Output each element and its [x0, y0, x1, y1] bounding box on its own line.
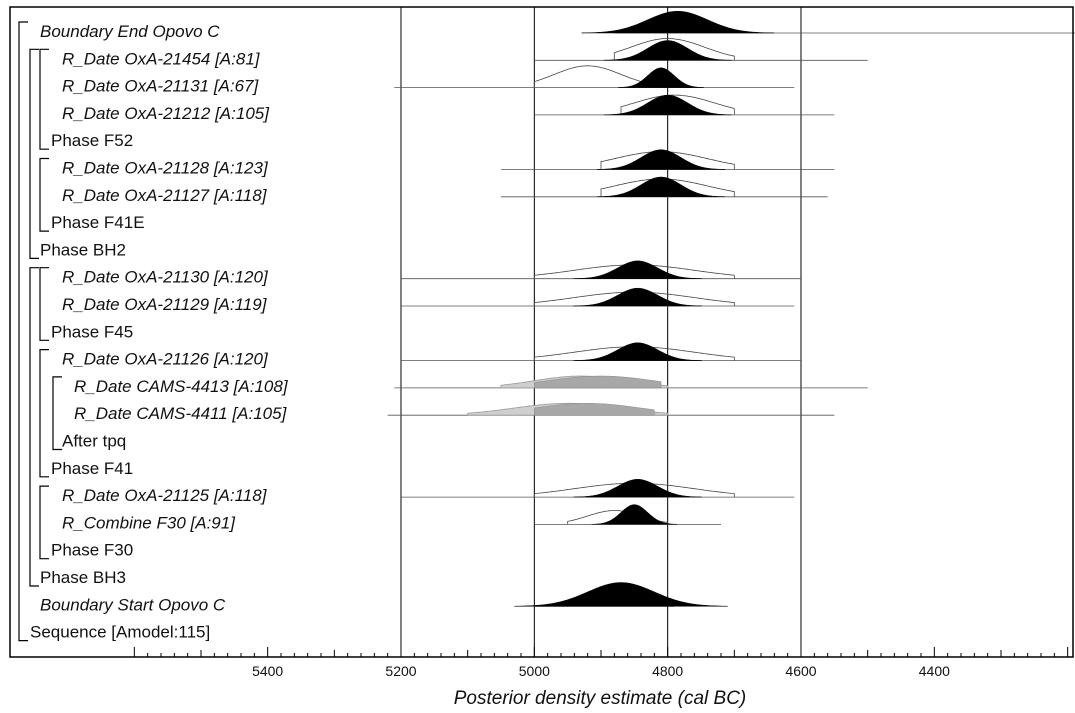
x-axis: Posterior density estimate (cal BC) 5400… [133, 647, 1069, 709]
tick-label-5000: 5000 [519, 663, 550, 679]
row-label-r-date-oxa-21129-a-119-: R_Date OxA-21129 [A:119] [62, 295, 268, 314]
row-label-r-date-oxa-21128-a-123-: R_Date OxA-21128 [A:123] [62, 159, 269, 178]
row-label-r-date-oxa-21126-a-120-: R_Date OxA-21126 [A:120] [62, 350, 269, 369]
row-label-phase-bh3: Phase BH3 [40, 568, 126, 587]
gridlines [400, 7, 802, 657]
bracket-0 [18, 21, 28, 642]
row-label-phase-f52: Phase F52 [51, 131, 133, 150]
bracket-2 [39, 48, 49, 150]
tick-label-4800: 4800 [652, 663, 683, 679]
hierarchy-brackets [18, 21, 62, 642]
plot-frame [9, 6, 1074, 658]
bracket-5 [39, 267, 49, 341]
bracket-8 [39, 485, 49, 560]
bracket-6 [39, 349, 49, 478]
row-label-boundary-end-opovo-c: Boundary End Opovo C [40, 22, 220, 41]
row-label-r-date-cams-4413-a-108-: R_Date CAMS-4413 [A:108] [74, 377, 289, 396]
posterior-density-boundary-start-opovo-c [513, 582, 729, 607]
row-label-r-date-oxa-21127-a-118-: R_Date OxA-21127 [A:118] [62, 186, 268, 205]
row-label-r-date-oxa-21125-a-118-: R_Date OxA-21125 [A:118] [62, 486, 268, 505]
row-label-sequence-amodel-115-: Sequence [Amodel:115] [30, 623, 210, 642]
posterior-density-r-date-oxa-21125-a-118- [573, 479, 703, 498]
tick-label-4400: 4400 [919, 663, 950, 679]
row-label-r-date-oxa-21130-a-120-: R_Date OxA-21130 [A:120] [62, 268, 269, 287]
row-label-r-date-oxa-21212-a-105-: R_Date OxA-21212 [A:105] [62, 104, 270, 123]
prior-density-r-date-oxa-21454-a-81- [613, 38, 735, 61]
posterior-density-r-date-oxa-21126-a-120- [573, 342, 703, 361]
posterior-density-r-date-oxa-21131-a-67- [617, 67, 705, 88]
posterior-density-r-date-oxa-21454-a-81- [603, 40, 733, 61]
row-label-phase-f30: Phase F30 [51, 541, 133, 560]
row-labels: Boundary End Opovo C R_Date OxA-21454 [A:… [30, 22, 289, 642]
bracket-7 [52, 376, 62, 451]
bracket-3 [39, 157, 49, 232]
prior-density-r-date-oxa-21212-a-105- [620, 94, 735, 115]
row-label-after-tpq: After tpq [62, 432, 126, 451]
bracket-1 [29, 48, 39, 259]
posterior-density-r-date-oxa-21212-a-105- [603, 94, 733, 116]
row-label-boundary-start-opovo-c: Boundary Start Opovo C [40, 595, 226, 614]
posterior-density-r-date-oxa-21129-a-119- [573, 287, 703, 307]
density-plots [387, 10, 1075, 607]
posterior-density-r-combine-f30-a-91- [591, 504, 678, 525]
bracket-4 [29, 267, 39, 587]
row-label-phase-f41e: Phase F41E [51, 213, 145, 232]
row-label-phase-f45: Phase F45 [51, 322, 133, 341]
posterior-density-r-date-cams-4413-a-108- [534, 375, 662, 389]
row-label-r-date-oxa-21131-a-67-: R_Date OxA-21131 [A:67] [62, 77, 260, 96]
x-axis-title: Posterior density estimate (cal BC) [454, 688, 747, 709]
posterior-density-r-date-oxa-21127-a-118- [596, 176, 726, 198]
posterior-density-boundary-end-opovo-c [581, 10, 775, 34]
row-label-phase-f41: Phase F41 [51, 459, 133, 478]
tick-label-5400: 5400 [252, 663, 283, 679]
row-label-phase-bh2: Phase BH2 [40, 240, 126, 259]
tick-label-5200: 5200 [385, 663, 416, 679]
row-label-r-date-cams-4411-a-105-: R_Date CAMS-4411 [A:105] [74, 404, 288, 423]
tick-label-4600: 4600 [785, 663, 816, 679]
row-label-r-date-oxa-21454-a-81-: R_Date OxA-21454 [A:81] [62, 49, 261, 68]
posterior-density-r-date-cams-4411-a-105- [534, 403, 655, 416]
row-label-r-combine-f30-a-91-: R_Combine F30 [A:91] [62, 513, 236, 532]
posterior-density-r-date-oxa-21130-a-120- [573, 260, 703, 279]
posterior-density-r-date-oxa-21128-a-123- [596, 149, 726, 170]
